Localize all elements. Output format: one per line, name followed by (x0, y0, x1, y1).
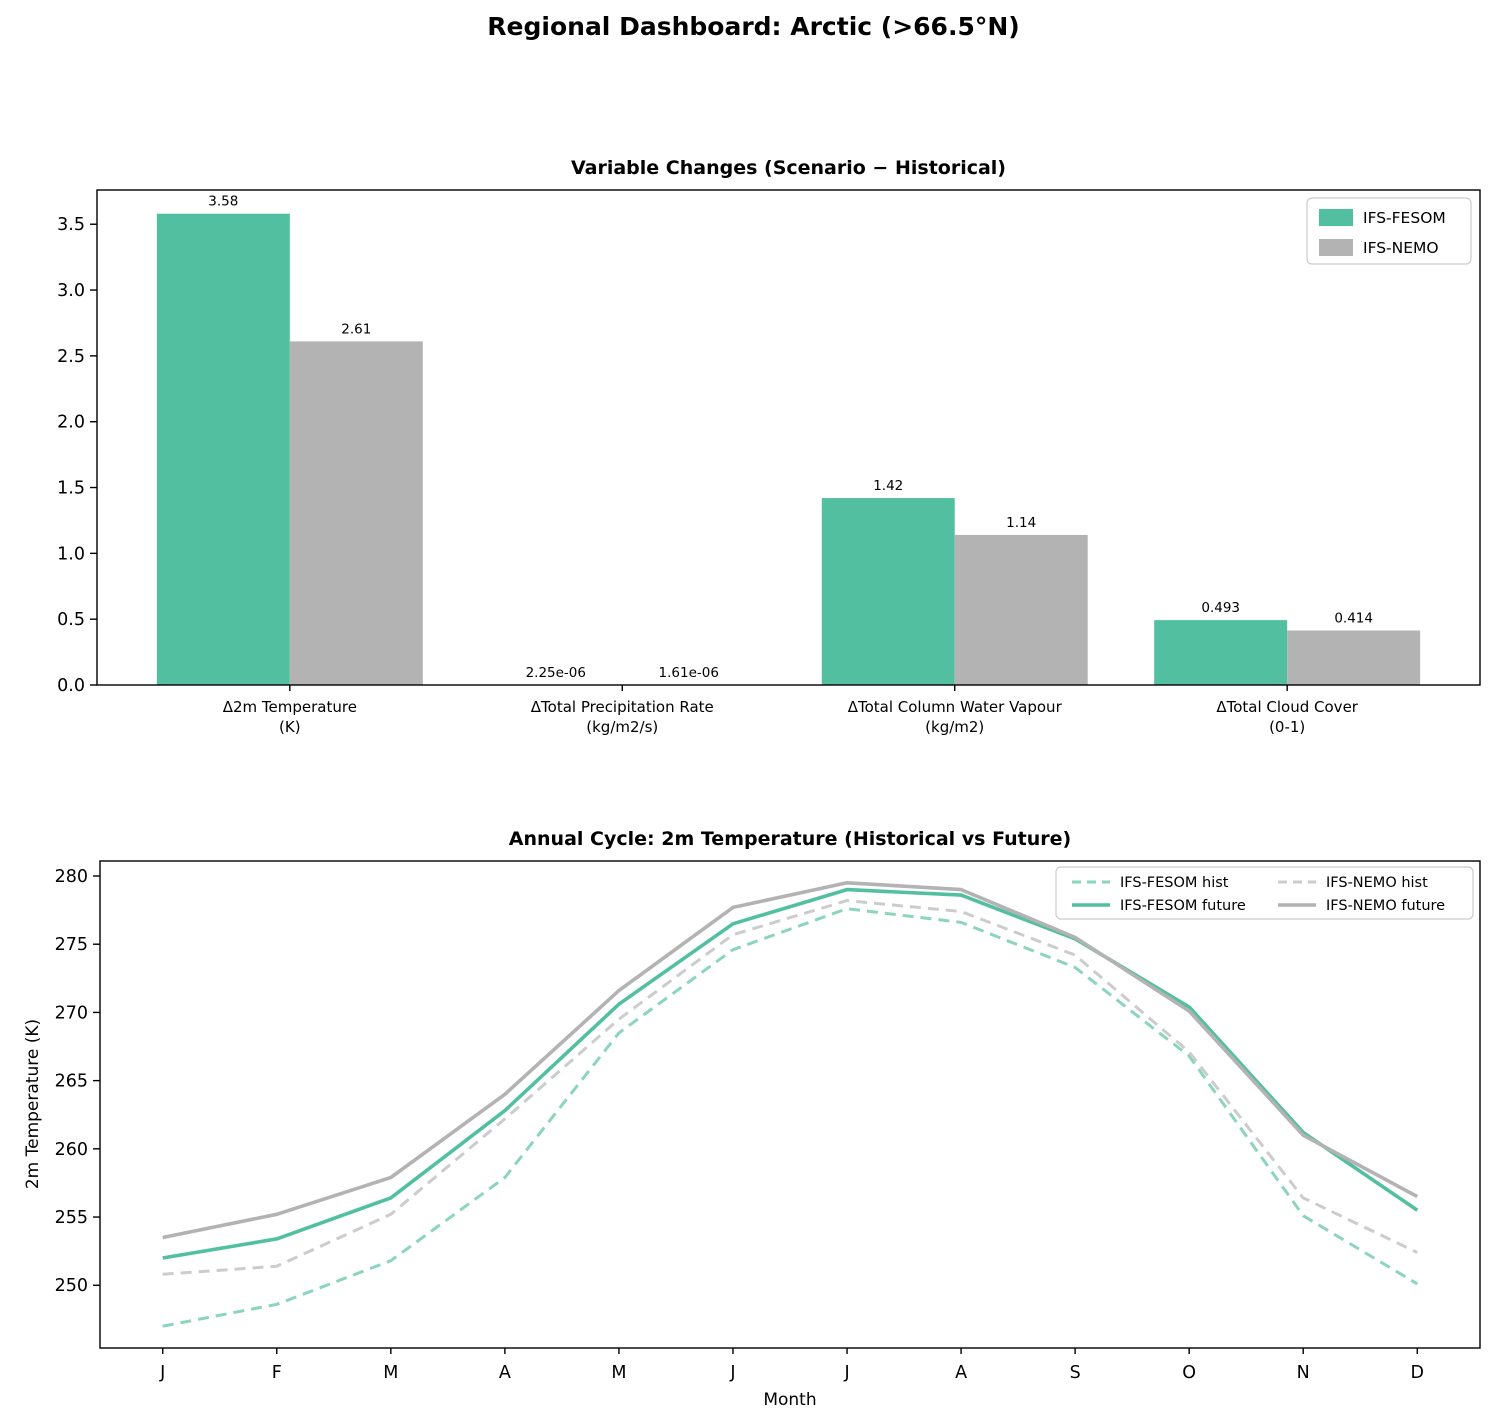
bar-chart-category-label: ΔTotal Cloud Cover (1216, 698, 1358, 716)
bar-chart-category-unit: (0-1) (1269, 718, 1305, 736)
legend-label: IFS-NEMO (1363, 239, 1439, 257)
line-ifs-nemo-hist (162, 899, 1418, 1276)
line-chart-month-label: M (611, 1363, 626, 1383)
bar-chart-y-tick-label: 3.5 (57, 215, 85, 235)
line-chart-month-label: D (1411, 1363, 1424, 1383)
bar-value-label: 1.14 (1006, 515, 1036, 531)
bar-chart-category-label: ΔTotal Precipitation Rate (531, 698, 714, 716)
line-chart-y-tick-label: 275 (55, 935, 88, 955)
bar-value-label: 1.61e-06 (659, 665, 719, 681)
bar-ifs-nemo-cat2 (954, 534, 1088, 685)
bar-chart-y-tick-label: 0.5 (57, 610, 85, 630)
bar-value-label: 2.61 (341, 321, 371, 337)
line-chart-month-label: J (729, 1363, 735, 1383)
line-chart-frame (99, 860, 1481, 1349)
line-chart-legend-box (1055, 866, 1474, 920)
line-ifs-fesom-future (162, 887, 1419, 1260)
bar-chart-y-tick-label: 1.5 (57, 479, 85, 499)
legend-label: IFS-FESOM (1363, 209, 1446, 227)
bar-chart-y-tick-label: 2.0 (57, 413, 85, 433)
line-chart-month-label: F (272, 1363, 282, 1383)
legend-swatch-ifs-fesom (1319, 209, 1353, 226)
bar-chart-category-unit: (kg/m2/s) (586, 718, 658, 736)
line-ifs-fesom-hist (162, 907, 1419, 1328)
bar-value-label: 0.414 (1334, 610, 1373, 626)
line-chart-y-tick-label: 250 (55, 1276, 88, 1296)
line-chart-month-label: A (499, 1363, 511, 1383)
bar-chart-title: Variable Changes (Scenario − Historical) (570, 157, 1006, 179)
legend-swatch-ifs-nemo (1319, 239, 1353, 256)
bar-chart-y-tick-label: 2.5 (57, 347, 85, 367)
bar-chart-category-unit: (K) (279, 718, 301, 736)
bar-ifs-nemo-cat0 (289, 341, 423, 685)
legend-label: IFS-NEMO hist (1326, 875, 1428, 891)
bar-ifs-nemo-cat3 (1287, 630, 1421, 685)
line-ifs-nemo-future (162, 880, 1419, 1240)
bar-ifs-fesom-cat0 (156, 213, 290, 685)
bar-chart-y-tick-label: 3.0 (57, 281, 85, 301)
line-chart-month-label: J (159, 1363, 165, 1383)
line-chart-y-tick-label: 280 (55, 867, 88, 887)
line-chart-month-label: O (1182, 1363, 1196, 1383)
bar-value-label: 1.42 (873, 478, 903, 494)
bar-chart-category-label: ΔTotal Column Water Vapour (848, 698, 1063, 716)
line-chart-title: Annual Cycle: 2m Temperature (Historical… (508, 828, 1072, 850)
line-chart-x-axis-label: Month (763, 1390, 817, 1410)
legend-label: IFS-FESOM future (1120, 898, 1246, 914)
line-chart-y-tick-label: 255 (55, 1208, 88, 1228)
bar-chart-y-tick-label: 1.0 (57, 544, 85, 564)
bar-value-label: 2.25e-06 (526, 665, 586, 681)
legend-label: IFS-FESOM hist (1120, 875, 1229, 891)
bar-chart-category-label: Δ2m Temperature (223, 698, 357, 716)
bar-value-label: 3.58 (208, 194, 238, 210)
bar-ifs-fesom-cat2 (821, 498, 955, 685)
line-chart-y-tick-label: 260 (55, 1140, 88, 1160)
page-title: Regional Dashboard: Arctic (>66.5°N) (487, 12, 1020, 41)
line-chart-y-tick-label: 265 (55, 1072, 88, 1092)
bar-value-label: 0.493 (1201, 600, 1240, 616)
line-chart-month-label: S (1070, 1363, 1081, 1383)
line-chart-month-label: M (383, 1363, 398, 1383)
legend-label: IFS-NEMO future (1326, 898, 1445, 914)
line-chart-month-label: J (843, 1363, 849, 1383)
line-chart-y-tick-label: 270 (55, 1003, 88, 1023)
bar-ifs-fesom-cat3 (1154, 620, 1288, 685)
line-chart-month-label: A (955, 1363, 967, 1383)
bar-chart-category-unit: (kg/m2) (925, 718, 984, 736)
bar-chart-y-tick-label: 0.0 (57, 676, 85, 696)
line-chart-month-label: N (1297, 1363, 1310, 1383)
bar-chart-frame (96, 189, 1481, 686)
